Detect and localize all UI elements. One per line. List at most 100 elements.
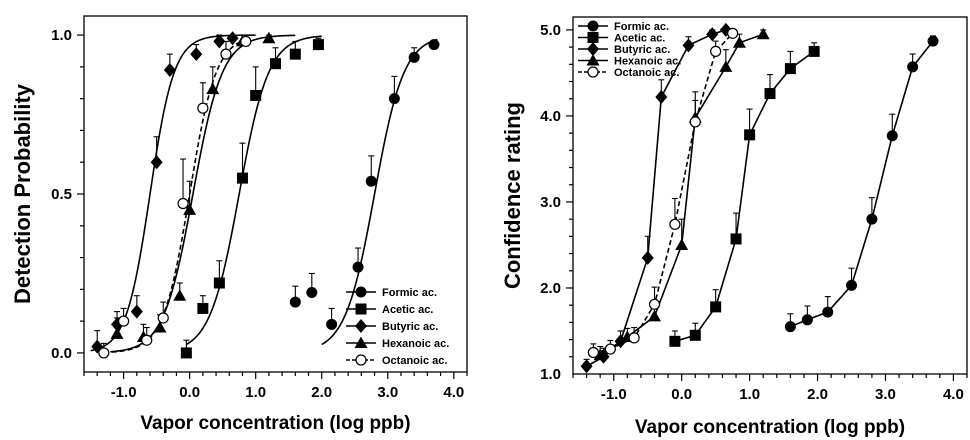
data-point <box>727 27 739 39</box>
data-point <box>270 58 281 70</box>
data-point <box>689 329 701 341</box>
series-butyric-ac <box>90 31 256 354</box>
y-tick-label: 0.5 <box>51 186 72 203</box>
data-point <box>593 348 607 361</box>
data-point <box>764 88 776 100</box>
data-point <box>163 63 176 78</box>
fit-curve <box>321 38 438 346</box>
legend-marker <box>587 66 599 78</box>
fit-curve <box>103 37 250 354</box>
legend-label: Acetic ac. <box>382 304 433 316</box>
x-tick-label: 2.0 <box>807 386 828 403</box>
data-point <box>846 279 858 291</box>
data-point <box>98 347 110 359</box>
data-point <box>213 277 225 289</box>
data-point <box>190 47 203 62</box>
legend-marker <box>587 20 599 32</box>
x-tick-label: 1.0 <box>739 386 760 403</box>
data-point <box>886 130 898 142</box>
x-axis-title: Vapor concentration (log ppb) <box>140 413 410 434</box>
legend-marker <box>355 354 367 366</box>
fit-curve <box>90 34 256 352</box>
x-tick-label: 4.0 <box>443 384 464 401</box>
data-point <box>730 233 742 245</box>
data-point <box>784 63 796 75</box>
data-point <box>141 334 153 346</box>
legend-marker <box>355 303 367 315</box>
data-point <box>173 289 187 301</box>
legend: Formic ac. Acetic ac. Butyric ac. Hexanoic … <box>346 286 449 367</box>
data-point <box>628 332 640 344</box>
y-tick-label: 5.0 <box>540 22 561 39</box>
x-tick-label: 1.0 <box>245 384 266 401</box>
y-axis-title: Confidence rating <box>500 102 525 289</box>
legend-marker <box>355 286 367 298</box>
y-tick-label: 1.0 <box>540 366 561 383</box>
data-point <box>197 302 209 314</box>
detection-probability-chart: -1.0 0.0 1.0 2.0 3.0 4.0 0.0 0.5 1.0 Vapor concen… <box>10 15 468 434</box>
data-point <box>289 296 301 308</box>
legend-label: Octanoic ac. <box>382 355 447 367</box>
data-point <box>669 218 681 230</box>
data-point <box>326 318 338 330</box>
data-point <box>866 213 878 225</box>
data-point <box>428 39 440 51</box>
x-tick-label: -1.0 <box>601 386 627 403</box>
fit-curve <box>110 34 296 353</box>
data-point <box>756 27 770 40</box>
data-point <box>641 250 654 265</box>
x-tick-label: 3.0 <box>377 384 398 401</box>
data-point <box>719 60 733 72</box>
x-tick-label: 4.0 <box>943 386 964 403</box>
data-point <box>312 39 324 51</box>
data-point <box>689 116 701 128</box>
plot-frame <box>83 15 468 373</box>
data-point <box>648 309 662 322</box>
fit-curve <box>185 35 322 346</box>
data-point <box>388 93 400 105</box>
data-point <box>240 35 252 48</box>
series-formic-ac <box>784 35 939 333</box>
data-point <box>197 102 209 114</box>
legend-label: Formic ac. <box>614 21 669 33</box>
data-point <box>289 48 301 60</box>
legend-label: Hexanoic ac. <box>614 56 681 68</box>
data-point <box>180 347 192 359</box>
data-point <box>150 155 163 170</box>
plot-frame <box>572 16 968 375</box>
y-axis-title: Detection Probability <box>10 83 35 304</box>
data-point <box>157 312 169 324</box>
series-line <box>790 40 934 328</box>
data-point <box>710 301 722 313</box>
legend-marker <box>587 42 599 56</box>
data-point <box>710 45 722 58</box>
data-point <box>177 197 189 210</box>
data-point <box>130 304 143 319</box>
series-formic-ac <box>289 38 440 346</box>
legend-marker <box>355 319 367 333</box>
series-line <box>599 33 764 356</box>
data-point <box>801 314 813 326</box>
series-octanoic-ac <box>98 34 252 359</box>
data-point <box>907 61 919 73</box>
data-point <box>250 89 262 101</box>
x-tick-label: 0.0 <box>671 386 692 403</box>
legend-label: Octanoic ac. <box>614 67 679 79</box>
x-tick-label: -1.0 <box>111 384 137 401</box>
series-acetic-ac <box>669 42 820 347</box>
data-point <box>110 327 124 339</box>
y-tick-label: 4.0 <box>540 108 561 125</box>
data-point <box>262 31 276 44</box>
legend-label: Formic ac. <box>382 287 437 299</box>
legend-marker <box>587 32 599 43</box>
data-point <box>183 203 197 215</box>
data-point <box>306 287 318 299</box>
legend-marker <box>354 336 368 348</box>
series-butyric-ac <box>580 22 732 374</box>
data-point <box>213 34 226 49</box>
y-tick-label: 2.0 <box>540 280 561 297</box>
data-point <box>220 48 232 60</box>
data-point <box>669 335 681 347</box>
legend-label: Butyric ac. <box>614 44 670 56</box>
data-point <box>118 315 130 327</box>
